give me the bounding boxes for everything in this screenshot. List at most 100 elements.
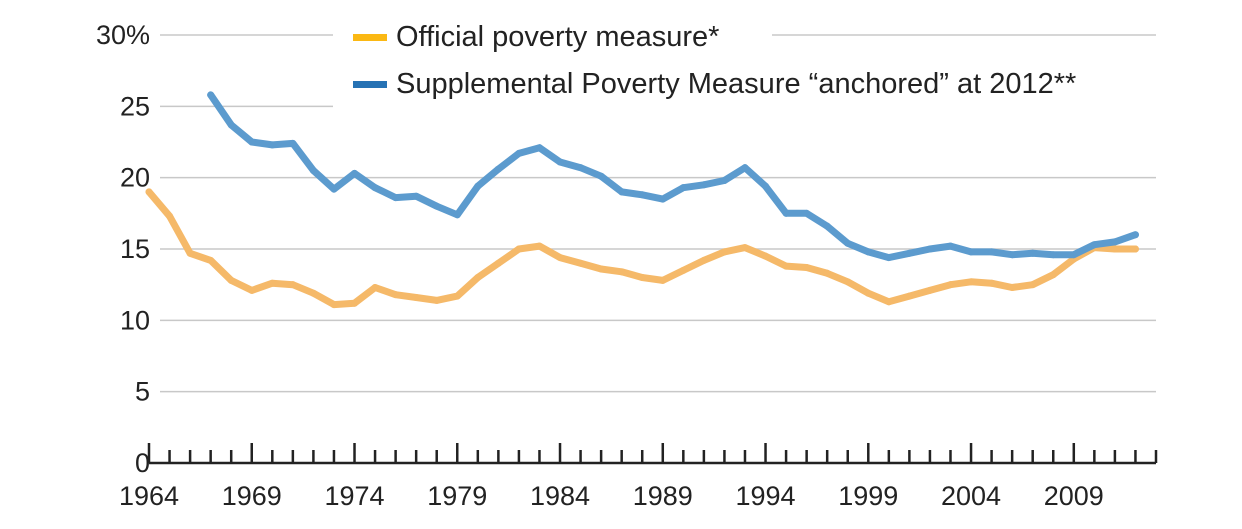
x-tick-label-2009: 2009: [1044, 481, 1104, 511]
x-axis: 1964 1969 1974 1979 1984 1989 1994 1999 2004 2009: [119, 443, 1158, 511]
x-tick-label-1994: 1994: [735, 481, 795, 511]
x-tick-label-1999: 1999: [838, 481, 898, 511]
series-1-point-1985: [577, 259, 585, 267]
series-2-point-1981: [494, 165, 502, 173]
series-2-point-1982: [515, 149, 523, 157]
series-1-point-1994: [762, 252, 770, 260]
series-2-point-1973: [330, 185, 338, 193]
series-1-point-1983: [535, 242, 543, 250]
series-2-point-1976: [392, 194, 400, 202]
legend-swatch-1: [353, 34, 387, 41]
series-2-point-1975: [371, 184, 379, 192]
series-2-point-2005: [988, 248, 996, 256]
series-2-point-2006: [1008, 251, 1016, 259]
series-2-point-2010: [1090, 241, 1098, 249]
y-axis-tick-labels: 0 5 10 15 20 25 30%: [96, 20, 150, 478]
series-1-point-1975: [371, 284, 379, 292]
series-2-point-1996: [803, 209, 811, 217]
series-2-point-1991: [700, 181, 708, 189]
series-2-point-1984: [556, 158, 564, 166]
series-2-point-1993: [741, 164, 749, 172]
series-1-point-1987: [618, 268, 626, 276]
y-tick-label-15: 15: [120, 234, 150, 264]
series-1-point-1965: [166, 212, 174, 220]
series-1-point-2008: [1049, 271, 1057, 279]
series-2-point-2008: [1049, 251, 1057, 259]
series-2-point-2003: [946, 242, 954, 250]
series-2-point-2007: [1029, 249, 1037, 257]
series-2-point-1999: [864, 248, 872, 256]
x-tick-label-1979: 1979: [427, 481, 487, 511]
series-2-point-1977: [412, 192, 420, 200]
legend-label-2: Supplemental Poverty Measure “anchored” …: [396, 68, 1076, 100]
series-2-point-1994: [762, 182, 770, 190]
series-1-point-1967: [207, 256, 215, 264]
y-tick-label-25: 25: [120, 91, 150, 121]
y-tick-label-0: 0: [135, 448, 150, 478]
series-1-point-1984: [556, 254, 564, 262]
series-2-point-1978: [433, 202, 441, 210]
series-1-point-1991: [700, 256, 708, 264]
series-1-point-1995: [782, 262, 790, 270]
series-2-point-1992: [720, 177, 728, 185]
legend-label-1: Official poverty measure*: [396, 21, 719, 53]
series-1-point-2000: [885, 298, 893, 306]
series-1-point-1979: [453, 292, 461, 300]
series-2-point-1972: [309, 167, 317, 175]
series-2-point-1998: [844, 239, 852, 247]
series-2-point-1997: [823, 222, 831, 230]
x-tick-label-1964: 1964: [119, 481, 179, 511]
series-1-point-1971: [289, 281, 297, 289]
series-1-point-1976: [392, 291, 400, 299]
series-2-point-1987: [618, 188, 626, 196]
series-2-point-1971: [289, 139, 297, 147]
series-1-point-2003: [946, 281, 954, 289]
series-2-point-1967: [207, 91, 215, 99]
series-lines: [145, 91, 1139, 309]
y-tick-label-5: 5: [135, 377, 150, 407]
series-1-point-1972: [309, 289, 317, 297]
series-2-point-1969: [248, 138, 256, 146]
series-2-point-1983: [535, 144, 543, 152]
series-1-point-1990: [679, 266, 687, 274]
series-2-point-1968: [227, 121, 235, 129]
series-2-point-1979: [453, 211, 461, 219]
legend: Official poverty measure* Supplemental Po…: [353, 21, 1076, 100]
series-2-point-2001: [905, 249, 913, 257]
series-1-point-2007: [1029, 281, 1037, 289]
series-1-point-1996: [803, 264, 811, 272]
series-1-point-2004: [967, 278, 975, 286]
series-1-point-1964: [145, 188, 153, 196]
series-1-point-1978: [433, 296, 441, 304]
series-1-point-1997: [823, 269, 831, 277]
series-1-point-2005: [988, 279, 996, 287]
series-2-point-2011: [1111, 238, 1119, 246]
series-2-point-1995: [782, 209, 790, 217]
x-tick-label-2004: 2004: [941, 481, 1001, 511]
series-2-point-1980: [474, 182, 482, 190]
series-1-point-1974: [351, 299, 359, 307]
series-2-point-2002: [926, 245, 934, 253]
series-1-point-1989: [659, 276, 667, 284]
series-1-point-1988: [638, 274, 646, 282]
y-tick-label-30: 30%: [96, 20, 150, 50]
series-1-point-2006: [1008, 284, 1016, 292]
series-1-point-1986: [597, 265, 605, 273]
series-1-point-1970: [268, 279, 276, 287]
x-tick-label-1969: 1969: [222, 481, 282, 511]
series-line-2: [207, 91, 1139, 262]
series-2-point-1974: [351, 169, 359, 177]
series-1-point-1966: [186, 249, 194, 257]
series-2-point-2000: [885, 254, 893, 262]
series-1-point-1981: [494, 259, 502, 267]
series-1-point-2002: [926, 286, 934, 294]
series-1-point-1992: [720, 248, 728, 256]
series-1-point-1999: [864, 289, 872, 297]
series-1-point-1977: [412, 294, 420, 302]
series-1-point-1982: [515, 245, 523, 253]
series-2-point-1970: [268, 141, 276, 149]
series-1-point-1969: [248, 286, 256, 294]
y-tick-label-10: 10: [120, 305, 150, 335]
series-2-point-2012: [1131, 231, 1139, 239]
